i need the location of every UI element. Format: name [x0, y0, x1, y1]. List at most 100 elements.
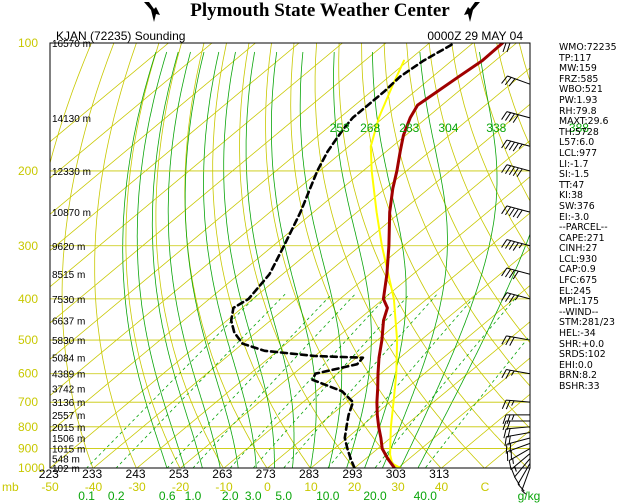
- wind-barb-staff: [506, 369, 531, 375]
- mountain-silhouette-icon: [144, 2, 160, 22]
- moist-adiabat-line: [333, 51, 372, 468]
- wind-barb-feather: [512, 208, 519, 218]
- wind-barb-feather: [505, 444, 508, 454]
- stability-index-item: MAXT:29.6: [559, 116, 609, 128]
- theta-label: 273: [256, 467, 276, 481]
- wind-barb-feather: [506, 42, 511, 53]
- moist-adiabat-line: [167, 51, 221, 468]
- stability-index-item: TT:47: [559, 179, 585, 191]
- plot-frame: [49, 42, 531, 469]
- height-label: 1506 m: [52, 434, 85, 445]
- wind-barb-feather: [501, 292, 508, 301]
- wind-barb-feather: [507, 428, 511, 438]
- wind-barb-feather: [504, 436, 507, 447]
- wind-barb-feather: [501, 139, 508, 149]
- moist-adiabat-line: [245, 51, 295, 468]
- isotherm-line: [50, 67, 530, 468]
- wind-barb-feather: [504, 77, 512, 86]
- wind-barb-half-feather: [511, 414, 515, 421]
- mixing-ratio-label: 0.6: [159, 489, 176, 503]
- wind-barb: [501, 164, 531, 178]
- stability-index-item: MW:159: [559, 63, 597, 75]
- height-label: 12330 m: [52, 167, 91, 178]
- moist-adiabat-line: [299, 51, 343, 468]
- wind-barb-feather: [501, 75, 508, 84]
- wind-barb-feather: [512, 167, 519, 177]
- height-label: 6637 m: [52, 317, 85, 328]
- stability-index-item: TH:5728: [559, 126, 599, 138]
- moist-adiabat-lines: [122, 51, 530, 468]
- height-label: 1015 m: [52, 445, 85, 456]
- wind-barb: [502, 42, 530, 53]
- isotherm-line: [441, 393, 530, 468]
- wind-barb-feather: [512, 142, 519, 152]
- wind-barb: [501, 75, 531, 87]
- wind-barb: [508, 448, 531, 470]
- wind-barb-feather: [505, 240, 512, 249]
- wind-barb: [511, 453, 531, 479]
- theta-label: 243: [126, 467, 146, 481]
- stability-index-item: WMO:72235: [559, 42, 617, 53]
- wind-barb-half-feather: [521, 490, 527, 495]
- wind-barb: [505, 437, 531, 454]
- wind-barb-half-feather: [514, 466, 517, 472]
- wind-barb-feather: [506, 420, 511, 431]
- moist-adiabat-line: [136, 51, 186, 468]
- stability-index-item: WBO:521: [559, 84, 603, 96]
- dewpoint-trace: [229, 43, 456, 468]
- mixing-ratio-label: 20.0: [363, 489, 387, 503]
- stability-index-item: CAP:0.9: [559, 264, 596, 276]
- isotherm-line: [310, 284, 530, 468]
- stability-index-item: EI:-3.0: [559, 211, 590, 223]
- dry-adiabat-line: [314, 43, 485, 468]
- stability-index-item: EHI:0.0: [559, 359, 593, 371]
- isotherm-lines: [50, 43, 530, 468]
- isotherm-line: [397, 357, 530, 468]
- wind-barb-feather: [516, 168, 523, 178]
- wind-barb-feather: [505, 140, 512, 150]
- theta-label: 303: [386, 467, 406, 481]
- wind-barb: [501, 267, 531, 280]
- stability-index-item: RH:79.8: [559, 105, 597, 117]
- height-label: 9620 m: [52, 242, 85, 253]
- wind-barb-staff: [517, 463, 531, 485]
- wind-barb-feather: [505, 336, 511, 346]
- wind-barb: [501, 205, 531, 219]
- temperature-tick-label: 20: [348, 480, 362, 494]
- dry-adiabat-line: [428, 43, 530, 299]
- stability-index-item: STM:281/23: [559, 317, 615, 329]
- mixing-ratio-line: [374, 293, 520, 468]
- stability-index-item: TP:117: [559, 52, 592, 64]
- temperature-trace: [375, 43, 505, 468]
- theta-label: 253: [169, 467, 189, 481]
- isotherm-line: [50, 43, 474, 397]
- height-label: 3136 m: [52, 398, 85, 409]
- wind-barb-staff: [506, 432, 531, 438]
- dry-adiabat-line: [155, 43, 224, 468]
- wind-barb: [501, 139, 531, 152]
- temperature-tick-label: C: [481, 480, 490, 494]
- wind-barb: [502, 414, 530, 425]
- pressure-tick-label: 700: [18, 395, 38, 409]
- temperature-tick-label: 30: [391, 480, 405, 494]
- wind-barb: [502, 420, 530, 431]
- stability-index-item: CINH:27: [559, 243, 598, 255]
- wind-barb-feather: [501, 164, 508, 173]
- height-label: 548 m: [52, 455, 80, 466]
- wind-barb-feather: [501, 267, 508, 277]
- dry-adiabat-line: [290, 43, 442, 468]
- theta-label: 283: [299, 467, 319, 481]
- pressure-tick-label: 300: [18, 239, 38, 253]
- mixing-ratio-lines: [86, 293, 530, 468]
- moist-adiabat-line: [184, 51, 239, 468]
- height-label: 5084 m: [52, 354, 85, 365]
- mixing-ratio-line: [327, 293, 477, 468]
- theta-e-label: 304: [438, 121, 458, 135]
- wind-barb-feather: [508, 78, 516, 87]
- wind-barb-feather: [508, 294, 515, 303]
- wind-barb-feather: [505, 293, 512, 302]
- temperature-tick-label: -20: [172, 480, 190, 494]
- mixing-ratio-unit-label: g/kg: [518, 489, 541, 503]
- wind-barb-feather: [502, 420, 507, 431]
